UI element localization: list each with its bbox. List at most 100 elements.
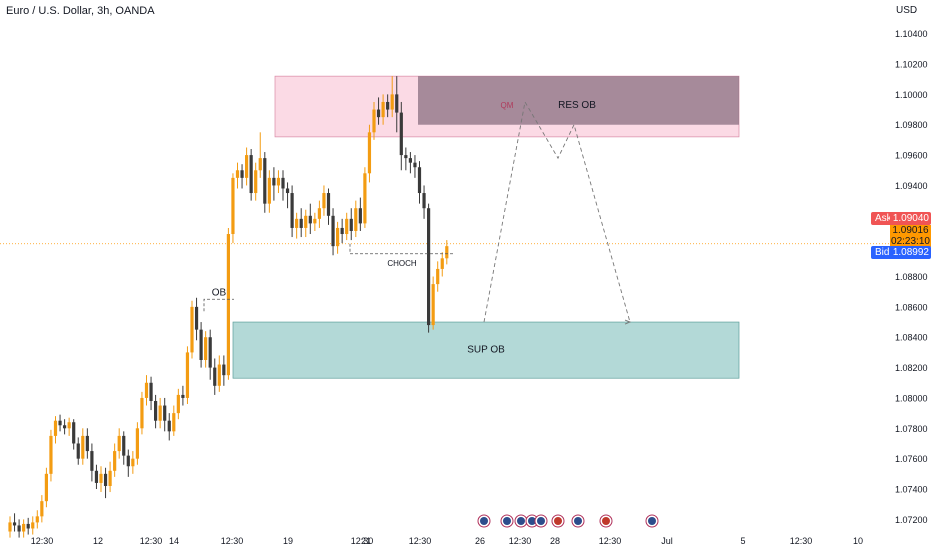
res-ob-label: RES OB: [558, 100, 596, 111]
candle-body: [440, 258, 444, 269]
candle-body: [208, 337, 212, 368]
sup-ob-zone: [232, 321, 740, 379]
y-tick-label: 1.10000: [895, 90, 928, 100]
candle-body: [185, 352, 190, 398]
choch-marker: [349, 243, 454, 255]
ask-price: 1.09040: [890, 212, 931, 225]
candle-body: [176, 394, 180, 414]
current-price-badge: 1.09016 02:23:10: [890, 225, 931, 247]
candle-body: [331, 215, 335, 247]
currency-label: USD: [896, 5, 918, 16]
y-tick-label: 1.08600: [895, 302, 928, 312]
candle-body: [181, 394, 185, 398]
x-tick-label: 12:30: [351, 536, 374, 546]
candle-body: [72, 422, 76, 444]
candle-body: [213, 367, 217, 386]
candle-body: [258, 158, 262, 171]
candle-body: [281, 177, 285, 189]
y-tick-label: 1.07800: [895, 424, 928, 434]
candle-body: [390, 94, 394, 110]
event-icon-inner: [648, 517, 656, 525]
candle-body: [85, 435, 89, 452]
candle-body: [417, 167, 422, 194]
candle-body: [381, 101, 385, 118]
candle-body: [408, 158, 412, 163]
candle-body: [290, 193, 294, 228]
x-tick-label: 28: [550, 536, 560, 546]
event-icon-inner: [574, 517, 582, 525]
x-tick-label: 19: [283, 536, 293, 546]
event-icon-inner: [528, 517, 536, 525]
candle-body: [231, 177, 235, 235]
candle-body: [317, 208, 321, 219]
x-tick-label: 21: [361, 536, 371, 546]
candle-body: [40, 501, 44, 517]
candle-body: [17, 525, 21, 532]
candle-body: [113, 451, 117, 471]
y-tick-label: 1.07200: [895, 515, 928, 525]
x-tick-label: 12:30: [409, 536, 432, 546]
candle-body: [372, 109, 376, 133]
candle-body: [276, 177, 281, 186]
candle-body: [76, 443, 80, 459]
candle-body: [336, 227, 340, 247]
x-tick-label: Jul: [661, 536, 673, 546]
candle-body: [395, 94, 399, 113]
candle-body: [158, 405, 162, 421]
candle-body: [299, 218, 303, 228]
sup-ob-label: SUP OB: [467, 344, 505, 355]
candle-body: [308, 215, 312, 224]
y-tick-label: 1.10200: [895, 60, 928, 70]
ob-label: OB: [212, 287, 227, 298]
event-icon-inner: [537, 517, 545, 525]
candle-body: [67, 422, 71, 429]
x-tick-label: 14: [169, 536, 179, 546]
y-tick-label: 1.08200: [895, 363, 928, 373]
y-tick-label: 1.09600: [895, 151, 928, 161]
choch-label: CHOCH: [387, 259, 417, 268]
candle-body: [12, 522, 17, 526]
candle-body: [427, 208, 431, 326]
candle-body: [103, 473, 108, 486]
x-tick-label: 5: [740, 536, 745, 546]
candle-body: [354, 208, 358, 231]
candle-body: [272, 177, 276, 186]
candle-body: [190, 306, 194, 353]
candle-body: [445, 246, 449, 259]
candle-body: [131, 458, 135, 467]
candle-body: [108, 470, 112, 486]
x-tick-label: 12:30: [221, 536, 244, 546]
candle-body: [163, 405, 167, 421]
y-tick-label: 1.08000: [895, 393, 928, 403]
qm-label: QM: [501, 101, 514, 110]
y-tick-label: 1.08400: [895, 333, 928, 343]
candle-body: [404, 155, 408, 159]
x-tick-label: 10: [853, 536, 863, 546]
ob-marker: [203, 298, 234, 312]
candle-body: [245, 155, 249, 178]
x-tick-label: 12:30: [790, 536, 813, 546]
candle-body: [90, 451, 94, 471]
x-tick-label: 12: [93, 536, 103, 546]
candle-body: [144, 382, 149, 398]
candle-body: [386, 101, 390, 110]
candle-body: [267, 177, 271, 204]
bid-price: 1.08992: [890, 246, 931, 259]
x-tick-label: 12:30: [509, 536, 532, 546]
candle-body: [167, 420, 171, 432]
bar-countdown: 02:23:10: [891, 236, 930, 247]
candle-body: [376, 109, 381, 118]
y-tick-label: 1.07400: [895, 485, 928, 495]
candle-body: [363, 173, 367, 224]
candle-body: [349, 218, 353, 231]
candle-body: [399, 112, 403, 156]
candle-body: [172, 413, 176, 432]
x-tick-label: 12:30: [140, 536, 163, 546]
candle-body: [295, 218, 299, 228]
candle-body: [249, 155, 253, 194]
candle-body: [217, 364, 221, 386]
candle-body: [58, 420, 62, 426]
candle-body: [35, 516, 39, 523]
candle-body: [99, 473, 103, 483]
